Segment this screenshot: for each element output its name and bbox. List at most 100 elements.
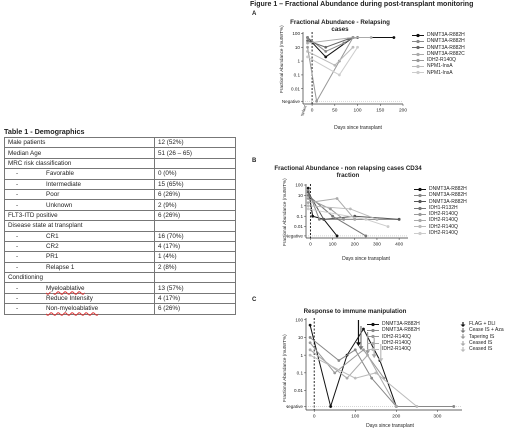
panel-b-chart: 100 10 1 0.1 0.01 Negative 0 100 200 300 400 [286, 183, 408, 248]
series-point [306, 186, 310, 190]
series-point [356, 45, 359, 49]
series-point [370, 376, 374, 380]
row-label: MRC risk classification [8, 159, 72, 167]
series-point [324, 55, 328, 59]
panel-c-xlabel: Days since transplant [366, 423, 414, 429]
series-point [348, 207, 352, 211]
series-point [374, 371, 378, 375]
table-row: FLT3-ITD positive 6 (26%) [4, 209, 236, 222]
event-arrowhead [365, 350, 371, 355]
series-point [369, 36, 373, 39]
table-row: - Non-myeloablative 6 (26%) [4, 303, 236, 315]
legend-item: DNMT3A-R882H [412, 38, 465, 44]
series-point [308, 353, 312, 357]
table-row: - Myeloablative 13 (57%) [4, 282, 236, 294]
row-label: CR1 [46, 232, 59, 240]
series-line [307, 46, 358, 76]
x-tick-label: 150 [376, 108, 384, 114]
panel-c-title: Response to immune manipulation [303, 308, 407, 315]
legend-item: Tapering IS [460, 334, 504, 340]
series-point [345, 376, 349, 380]
series-line [307, 192, 400, 220]
series-swatch-icon [412, 39, 424, 44]
y-tick-label: 10 [298, 335, 304, 340]
series-point [394, 405, 398, 408]
legend-item: IDH2-R140Q [367, 346, 420, 352]
y-tick-label: Negative [286, 234, 303, 239]
row-value: 2 (8%) [154, 261, 236, 274]
series-point [342, 217, 346, 221]
y-tick-label: 0.1 [297, 370, 304, 375]
legend-item: IDH2-R140Q [414, 217, 467, 223]
panel-a-chart: 100 10 1 0.1 0.01 Negative 0 50 100 150 200 Pre-tra… [282, 31, 407, 116]
x-tick-label: 50 [332, 108, 338, 114]
row-value: 6 (26%) [154, 188, 236, 201]
panel-b-xlabel: Days since transplant [342, 256, 390, 262]
y-tick-label: 0.1 [294, 73, 301, 78]
series-point [452, 405, 456, 408]
series-point [329, 405, 333, 408]
y-tick-label: 1 [300, 203, 303, 208]
x-tick-label: 400 [395, 242, 403, 248]
series-line [307, 37, 354, 52]
legend-label: IDH2-R140Q [382, 339, 411, 346]
table-row: Median Age 51 (26 – 65) [4, 147, 236, 159]
series-swatch-icon [412, 65, 424, 69]
panel-b-title: Fractional Abundance - non relapsing cas… [274, 165, 422, 179]
demographics-table: Male patients 12 (52%) Median Age 51 (26 – … [4, 136, 236, 315]
legend-label: IDH2-R140Q [429, 230, 458, 237]
table-row: - Unknown 2 (9%) [4, 199, 236, 211]
table-row: - CR1 16 (70%) [4, 230, 236, 242]
table-row: - Poor 6 (26%) [4, 188, 236, 201]
row-label: Median Age [8, 149, 42, 157]
legend-label: Ceased IS [469, 346, 493, 353]
legend-label: IDH2-R140Q [427, 57, 456, 64]
pretransplant-tick-label: Pre-transplant [294, 104, 308, 116]
panel-a-title: Fractional Abundance - Relapsing cases [290, 19, 390, 33]
series-point [362, 348, 365, 352]
series-point [324, 49, 328, 53]
series-point [306, 39, 309, 43]
series-point [333, 63, 337, 67]
row-value: 2 (9%) [154, 199, 236, 211]
row-value: 0 (0%) [154, 168, 236, 180]
legend-item: IDH2-R140Q [367, 334, 420, 340]
row-value: 1 (4%) [154, 251, 236, 263]
series-swatch-icon [414, 187, 426, 191]
series-point [328, 207, 332, 211]
row-label: Disease state at transplant [8, 222, 83, 230]
legend-item: IDH2-R140Q [414, 230, 467, 236]
series-swatch-icon [367, 335, 379, 339]
series-point [306, 41, 309, 45]
series-point [308, 348, 312, 352]
series-line [309, 342, 385, 379]
row-label: Myeloablative [46, 284, 85, 292]
event-arrowhead [378, 358, 384, 363]
row-label: Non-myeloablative [46, 305, 99, 313]
table-row: Disease state at transplant [4, 220, 236, 232]
panel-letter-b: B [252, 158, 257, 164]
series-swatch-icon [414, 200, 426, 204]
series-point [351, 36, 355, 39]
legend-item: Cease IS + Aza [460, 327, 504, 333]
x-tick-label: 100 [354, 108, 362, 114]
series-swatch-icon [414, 212, 426, 216]
series-point [415, 405, 419, 408]
y-tick-label: 100 [295, 317, 303, 322]
series-swatch-icon [367, 322, 379, 326]
series-point [308, 323, 312, 327]
legend-label: IDH2-R140Q [382, 346, 411, 353]
series-point [306, 190, 310, 194]
series-swatch-icon [414, 206, 426, 210]
series-point [333, 371, 337, 375]
y-tick-label: 1 [297, 59, 300, 64]
arrow-icon [460, 327, 466, 333]
row-label: Intermediate [46, 180, 82, 188]
y-tick-label: 10 [295, 45, 301, 50]
y-tick-label: 0.01 [291, 86, 300, 91]
series-line [307, 188, 338, 237]
series-point [317, 217, 321, 221]
legend-label: DNMT3A-R882H [382, 321, 420, 327]
series-point [335, 197, 339, 200]
arrow-icon [460, 340, 466, 346]
